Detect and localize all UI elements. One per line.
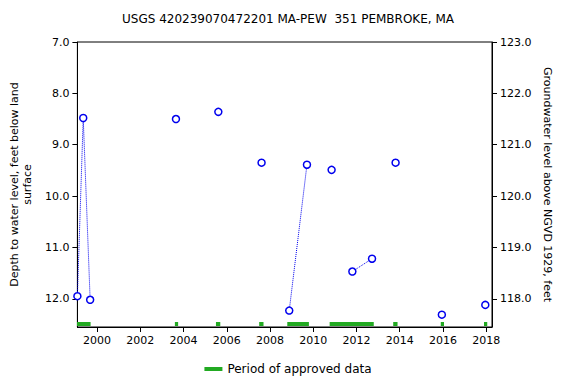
svg-text:2004: 2004 — [170, 334, 198, 347]
svg-text:2002: 2002 — [126, 334, 154, 347]
svg-text:118.0: 118.0 — [500, 292, 532, 305]
svg-text:USGS 420239070472201 MA-PEW 3: USGS 420239070472201 MA-PEW 351 PEMBROKE… — [122, 12, 455, 26]
svg-text:8.0: 8.0 — [52, 87, 70, 100]
svg-text:120.0: 120.0 — [500, 190, 532, 203]
svg-text:Depth to water level, feet bel: Depth to water level, feet below land — [8, 82, 21, 287]
svg-text:9.0: 9.0 — [52, 138, 70, 151]
svg-text:2012: 2012 — [342, 334, 370, 347]
svg-text:10.0: 10.0 — [45, 190, 70, 203]
svg-text:7.0: 7.0 — [52, 36, 70, 49]
svg-text:119.0: 119.0 — [500, 241, 532, 254]
svg-text:2018: 2018 — [472, 334, 500, 347]
svg-text:123.0: 123.0 — [500, 36, 532, 49]
svg-text:surface: surface — [21, 164, 34, 205]
svg-text:2014: 2014 — [386, 334, 414, 347]
svg-text:2016: 2016 — [429, 334, 457, 347]
svg-text:121.0: 121.0 — [500, 138, 532, 151]
svg-text:Period of approved data: Period of approved data — [227, 362, 371, 376]
svg-text:11.0: 11.0 — [45, 241, 70, 254]
svg-text:2000: 2000 — [83, 334, 111, 347]
svg-text:122.0: 122.0 — [500, 87, 532, 100]
svg-text:Groundwater level above NGVD 1: Groundwater level above NGVD 1929, feet — [541, 67, 554, 303]
svg-text:12.0: 12.0 — [45, 292, 70, 305]
svg-text:2010: 2010 — [299, 334, 327, 347]
svg-text:2006: 2006 — [213, 334, 241, 347]
svg-text:2008: 2008 — [256, 334, 284, 347]
